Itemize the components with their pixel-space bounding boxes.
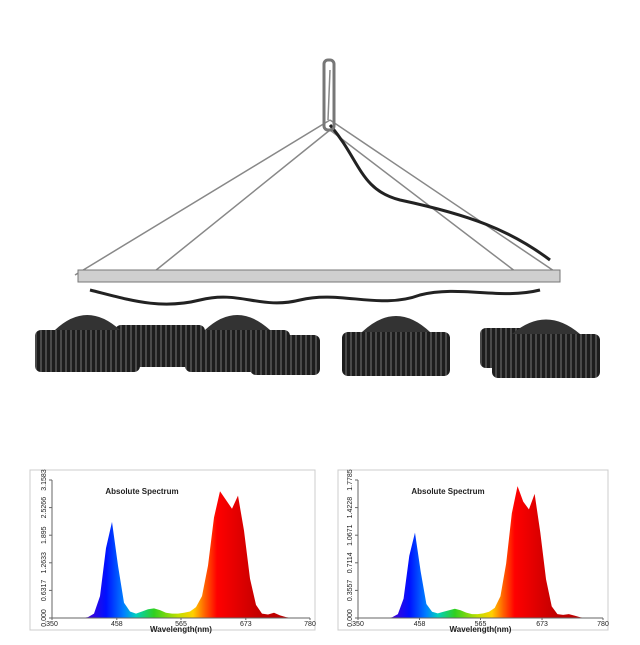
chart-frame — [29, 469, 316, 631]
x-tick-label: 350 — [352, 621, 364, 628]
y-tick-label: 0.6317 — [41, 580, 48, 602]
x-tick-label: 458 — [414, 621, 426, 628]
x-tick-label: 780 — [304, 621, 316, 628]
y-tick-label: 1.2633 — [41, 552, 48, 574]
y-tick-label: 0.3557 — [347, 580, 354, 602]
y-tick-label: 3.1583 — [41, 469, 48, 491]
y-tick-label: 0.000 — [347, 609, 354, 627]
x-tick-label: 780 — [597, 621, 609, 628]
y-tick-label: 0.7114 — [347, 552, 354, 573]
spectrum-area — [52, 491, 310, 618]
chart-title: Absolute Spectrum — [411, 487, 484, 496]
y-tick-label: 0.000 — [41, 609, 48, 627]
x-axis-label: Wavelength(nm) — [450, 625, 512, 634]
y-tick-label: 1.7785 — [347, 469, 354, 491]
chart-frame — [337, 469, 609, 631]
y-tick-label: 1.895 — [41, 526, 48, 544]
x-tick-label: 458 — [111, 621, 123, 628]
x-axis-label: Wavelength(nm) — [150, 625, 212, 634]
x-tick-label: 673 — [240, 621, 252, 628]
x-tick-label: 565 — [175, 621, 187, 628]
x-tick-label: 673 — [536, 621, 548, 628]
x-tick-label: 350 — [46, 621, 58, 628]
y-tick-label: 2.5266 — [41, 497, 48, 519]
lamp — [35, 58, 600, 378]
spectrum-area — [358, 486, 603, 618]
chart-title: Absolute Spectrum — [105, 487, 178, 496]
x-tick-label: 565 — [475, 621, 487, 628]
y-tick-label: 1.0671 — [347, 524, 354, 546]
y-tick-label: 1.4228 — [347, 497, 354, 519]
